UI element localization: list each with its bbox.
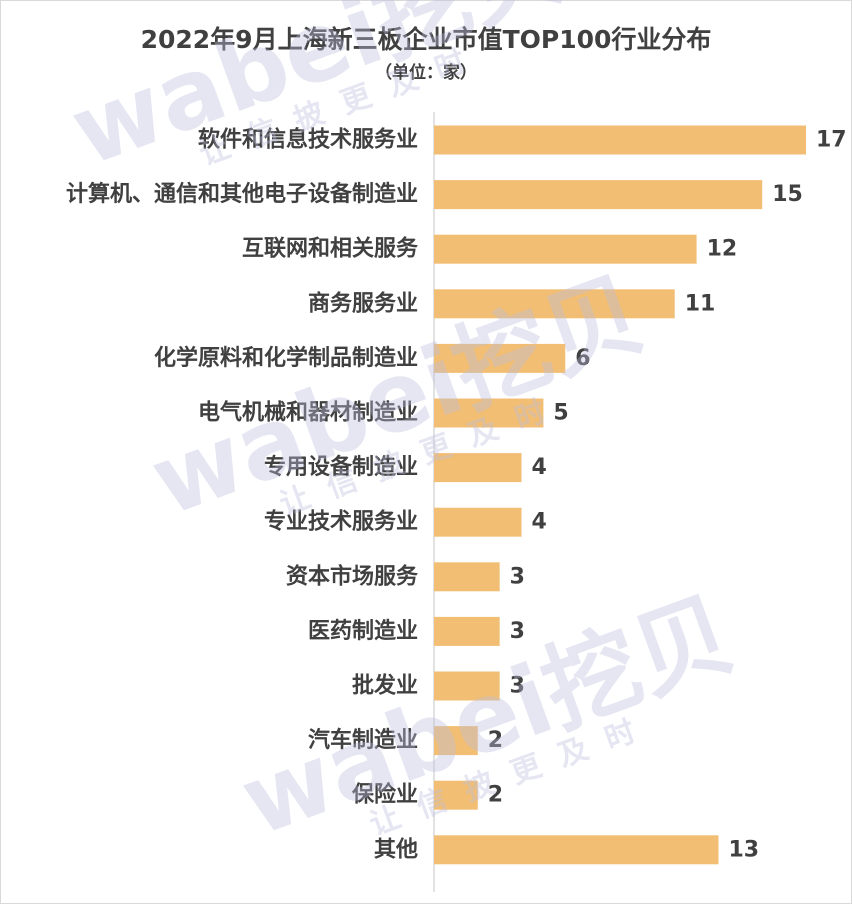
category-label: 计算机、通信和其他电子设备制造业 [66,181,418,207]
bar [434,507,522,537]
data-label: 4 [532,510,547,535]
data-label: 4 [532,455,547,480]
data-label: 5 [553,401,568,426]
bar [434,671,500,701]
data-label: 2 [488,783,503,808]
data-label: 11 [685,291,716,316]
bar [434,343,566,373]
category-label: 资本市场服务 [286,563,419,589]
data-label: 3 [510,619,525,644]
value-labels: 17 15 12 11 6 5 4 4 3 3 3 2 2 13 [488,128,847,863]
bar [434,835,719,865]
bar [434,234,697,264]
category-labels: 软件和信息技术服务业计算机、通信和其他电子设备制造业互联网和相关服务商务服务业化… [66,127,419,863]
data-label: 17 [816,128,847,153]
data-label: 3 [510,674,525,699]
category-label: 互联网和相关服务 [242,237,419,262]
chart-title: 2022年9月上海新三板企业市值TOP100行业分布 [140,25,712,54]
bar [434,398,544,428]
category-label: 其他 [374,837,418,862]
category-label: 医药制造业 [308,619,418,644]
category-label: 保险业 [351,782,418,808]
bar [434,289,675,319]
category-label: 批发业 [352,673,418,699]
data-label: 3 [510,564,525,589]
data-label: 15 [772,182,803,207]
bar [434,125,806,155]
category-label: 专用设备制造业 [264,454,418,480]
data-label: 6 [575,346,590,371]
bar [434,616,500,646]
data-label: 2 [488,728,503,753]
chart-subtitle: （单位：家） [375,63,477,83]
bar [434,180,763,210]
bar [434,562,500,592]
bar [434,780,478,810]
data-label: 12 [707,237,738,262]
category-label: 电气机械和器材制造业 [198,400,418,426]
bar [434,453,522,483]
category-label: 专业技术服务业 [264,509,418,535]
bar [434,726,478,756]
data-label: 13 [728,837,759,862]
bars [434,125,806,865]
category-label: 商务服务业 [308,290,418,316]
category-label: 汽车制造业 [308,727,418,753]
category-label: 化学原料和化学制品制造业 [154,345,418,371]
category-label: 软件和信息技术服务业 [198,127,418,153]
